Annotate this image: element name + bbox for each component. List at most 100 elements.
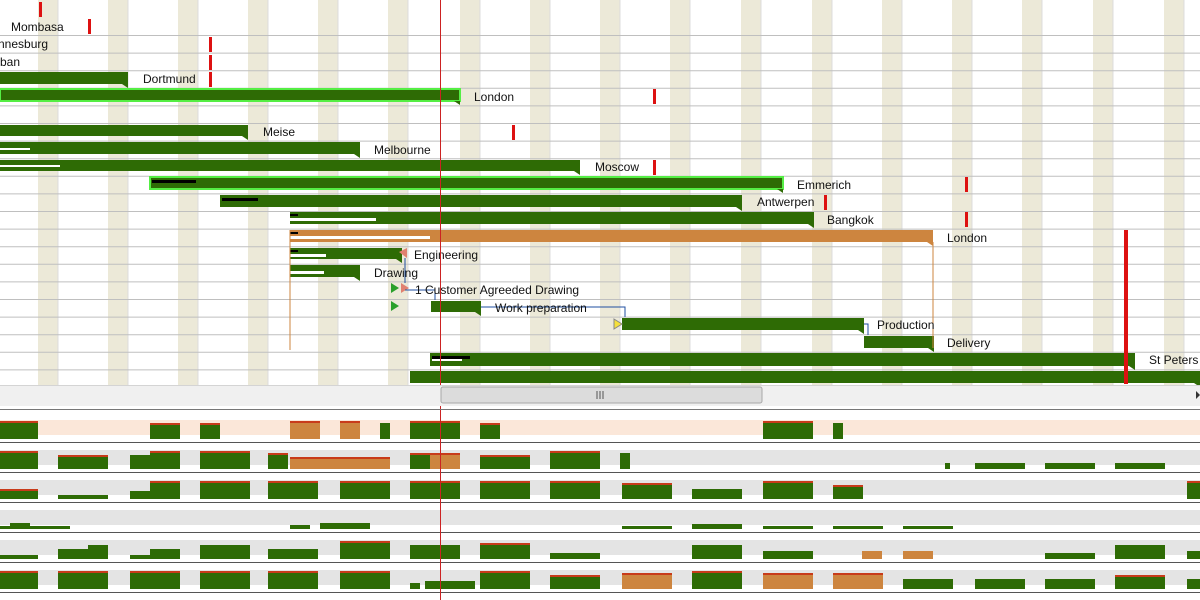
weekend-bands xyxy=(38,0,1185,385)
horizontal-scrollbar[interactable] xyxy=(0,385,1200,410)
bar-end-notch xyxy=(475,312,481,316)
task-bar[interactable] xyxy=(0,88,461,102)
load-overload-cap xyxy=(150,423,180,425)
load-bar xyxy=(268,549,318,559)
dependency-link xyxy=(481,306,626,317)
load-bar xyxy=(268,481,318,499)
load-overload-cap xyxy=(480,543,530,545)
weekend-band xyxy=(38,0,58,385)
load-bar xyxy=(150,549,180,559)
triangle-right-icon[interactable] xyxy=(1196,391,1200,399)
load-bar xyxy=(622,573,672,589)
task-bar[interactable] xyxy=(431,301,481,312)
task-bar[interactable] xyxy=(622,318,864,330)
load-overload-cap xyxy=(550,481,600,483)
dependency-link xyxy=(405,289,436,300)
load-bar xyxy=(692,545,742,559)
load-overload-cap xyxy=(692,571,742,573)
weekend-band xyxy=(1093,0,1113,385)
weekend-band xyxy=(600,0,620,385)
task-bar[interactable] xyxy=(0,142,360,154)
load-bar xyxy=(1115,545,1165,559)
load-overload-cap xyxy=(200,481,250,483)
bar-end-notch xyxy=(354,277,360,281)
progress-stripe xyxy=(152,180,196,183)
task-bar[interactable] xyxy=(290,230,933,242)
load-overload-cap xyxy=(550,575,600,577)
deadline-marker xyxy=(209,55,212,70)
weekend-band xyxy=(460,0,480,385)
weekend-band xyxy=(108,0,128,385)
gantt-bars[interactable] xyxy=(0,72,1200,387)
task-label: Production xyxy=(877,318,934,332)
load-overload-cap xyxy=(0,421,38,423)
load-overload-cap xyxy=(290,421,320,423)
load-overload-cap xyxy=(622,483,672,485)
load-overload-cap xyxy=(480,423,500,425)
load-bar xyxy=(1115,463,1165,469)
load-bar xyxy=(150,423,180,439)
load-bar xyxy=(1187,579,1200,589)
load-bar xyxy=(58,571,108,589)
task-label: 1 Customer Agreeded Drawing xyxy=(415,283,579,297)
load-overload-cap xyxy=(0,451,38,453)
load-bar xyxy=(480,423,500,439)
weekend-band xyxy=(248,0,268,385)
milestone-icon[interactable] xyxy=(391,283,399,293)
deadline-marker xyxy=(653,160,656,175)
task-label: Moscow xyxy=(595,160,639,174)
task-label: Delivery xyxy=(947,336,990,350)
weekend-band xyxy=(741,0,761,385)
milestone-icon[interactable] xyxy=(401,283,409,293)
task-label: St Peters xyxy=(1149,353,1198,367)
task-bar[interactable] xyxy=(0,125,248,136)
load-bar xyxy=(763,421,813,439)
load-bar xyxy=(622,526,672,529)
task-bar[interactable] xyxy=(410,371,1200,383)
load-overload-cap xyxy=(268,453,288,455)
load-overload-cap xyxy=(763,573,813,575)
milestone-icon[interactable] xyxy=(613,318,623,330)
task-bar[interactable] xyxy=(149,176,784,190)
load-bar xyxy=(200,481,250,499)
scrollbar-thumb[interactable] xyxy=(440,386,763,404)
load-overload-cap xyxy=(200,423,220,425)
load-bar xyxy=(88,545,108,559)
gantt-row-lines xyxy=(0,35,1200,371)
task-bar[interactable] xyxy=(0,72,128,84)
load-bar xyxy=(903,526,953,529)
load-overload-cap xyxy=(763,421,813,423)
load-bar xyxy=(862,551,882,559)
load-overload-cap xyxy=(480,481,530,483)
progress-stripe xyxy=(290,232,298,234)
load-bar xyxy=(380,423,390,439)
milestone-icon[interactable] xyxy=(391,301,399,311)
task-bar[interactable] xyxy=(864,336,934,348)
task-bar[interactable] xyxy=(430,353,1135,366)
task-label: ban xyxy=(0,55,20,69)
progress-stripe xyxy=(290,218,376,221)
deadline-marker xyxy=(653,89,656,104)
bar-end-notch xyxy=(927,242,933,246)
task-bar[interactable] xyxy=(290,212,814,224)
task-bar[interactable] xyxy=(0,160,580,171)
load-bar xyxy=(410,421,460,439)
deadline-marker xyxy=(88,19,91,34)
task-bar[interactable] xyxy=(290,248,402,259)
weekend-band xyxy=(178,0,198,385)
progress-stripe xyxy=(432,356,470,359)
task-label: Engineering xyxy=(414,248,478,262)
progress-stripe xyxy=(0,165,60,167)
task-bar[interactable] xyxy=(220,195,742,207)
progress-stripe xyxy=(222,198,258,201)
milestone-icon[interactable] xyxy=(399,248,407,258)
task-label: nnesburg xyxy=(0,37,48,51)
deadline-marker xyxy=(1124,230,1128,384)
bar-end-notch xyxy=(454,101,460,105)
load-bar xyxy=(0,451,38,469)
load-bar xyxy=(945,463,950,469)
deadline-markers xyxy=(39,2,1128,384)
bar-end-notch xyxy=(777,189,783,193)
load-bar xyxy=(620,453,630,469)
load-overload-cap xyxy=(622,573,672,575)
